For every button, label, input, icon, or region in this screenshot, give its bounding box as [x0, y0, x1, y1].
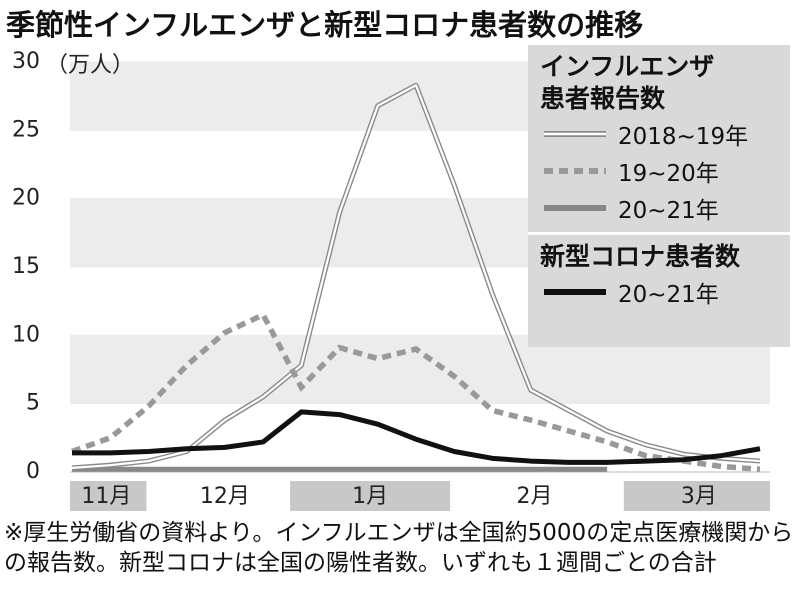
legend-separator: [528, 232, 790, 235]
legend-swatch: [544, 167, 606, 174]
footnote: ※厚生労働省の資料より。インフルエンザは全国約5000の定点医療機関からの報告数…: [4, 520, 794, 576]
line: [72, 409, 761, 465]
x-tick-label: 2月: [516, 484, 552, 509]
legend-item: 20~21年: [540, 189, 778, 226]
x-tick-label: 11月: [81, 484, 131, 509]
legend-swatch: [544, 204, 606, 211]
legend-group: 20~21年: [540, 273, 778, 310]
month-band: [70, 481, 147, 511]
legend-item: 19~20年: [540, 152, 778, 189]
x-tick-label: 12月: [200, 484, 250, 509]
chart-title: 季節性インフルエンザと新型コロナ患者数の推移: [6, 8, 644, 42]
line: [71, 311, 761, 473]
y-tick-label: 30: [12, 49, 40, 74]
line: [71, 84, 761, 469]
legend: インフルエンザ患者報告数 2018~19年 19~20年 20~21年 新型コロナ患…: [528, 45, 790, 347]
y-unit: （万人）: [46, 53, 134, 78]
y-tick-label: 15: [12, 254, 40, 279]
x-tick-label: 1月: [352, 484, 388, 509]
legend-title: インフルエンザ患者報告数: [540, 52, 715, 113]
y-tick-label: 5: [26, 391, 40, 416]
y-tick-label: 25: [12, 117, 40, 142]
y-tick-label: 20: [12, 186, 40, 211]
legend-title: 新型コロナ患者数: [540, 242, 741, 271]
legend-item: 2018~19年: [540, 115, 778, 152]
legend-label: 19~20年: [618, 160, 719, 187]
legend-group: 2018~19年 19~20年 20~21年: [540, 115, 778, 226]
month-band: [623, 481, 770, 511]
legend-label: 20~21年: [618, 281, 719, 308]
y-tick-label: 10: [12, 322, 40, 347]
legend-item: 20~21年: [540, 273, 778, 310]
month-band: [290, 481, 451, 511]
legend-label: 2018~19年: [618, 123, 749, 150]
legend-label: 20~21年: [618, 197, 719, 224]
legend-swatch: [544, 130, 606, 137]
y-tick-label: 0: [26, 459, 40, 484]
legend-swatch: [544, 288, 606, 295]
x-tick-label: 3月: [681, 484, 717, 509]
